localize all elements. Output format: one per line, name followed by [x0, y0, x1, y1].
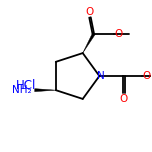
Text: HCl: HCl	[15, 79, 36, 92]
Text: O: O	[119, 94, 128, 104]
Text: NH₂: NH₂	[12, 85, 32, 95]
Text: O: O	[142, 71, 150, 81]
Polygon shape	[35, 89, 56, 92]
Polygon shape	[83, 33, 95, 53]
Text: N: N	[97, 71, 105, 81]
Text: O: O	[85, 7, 93, 17]
Text: O: O	[114, 29, 123, 38]
